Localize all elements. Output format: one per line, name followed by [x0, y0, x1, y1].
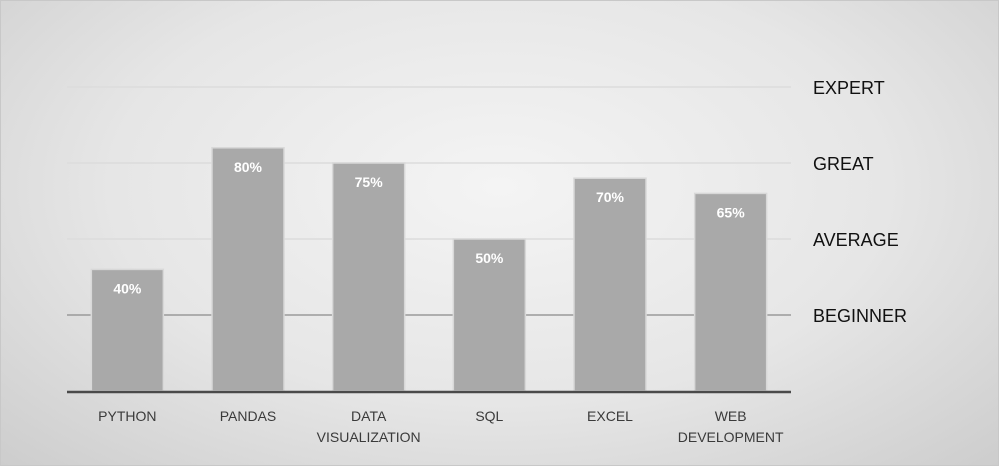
level-label-beginner: BEGINNER [813, 306, 907, 326]
gridlines [67, 86, 791, 316]
category-label-line: PYTHON [98, 408, 156, 424]
category-label-line: DEVELOPMENT [678, 429, 784, 445]
category-label-3: SQL [475, 408, 503, 424]
category-label-0: PYTHON [98, 408, 156, 424]
category-label-1: PANDAS [220, 408, 277, 424]
data-label-3: 50% [475, 250, 504, 266]
bar-5 [693, 192, 768, 392]
category-label-2: DATA VISUALIZATION [317, 408, 421, 445]
bars [90, 147, 768, 392]
category-label-line: EXCEL [587, 408, 633, 424]
category-label-line: PANDAS [220, 408, 277, 424]
data-label-5: 65% [717, 204, 746, 220]
bar-2 [331, 162, 406, 392]
bar-1 [211, 147, 285, 392]
data-label-0: 40% [113, 280, 142, 296]
category-label-4: EXCEL [587, 408, 633, 424]
level-label-great: GREAT [813, 154, 874, 174]
category-label-line: DATA [351, 408, 387, 424]
data-label-4: 70% [596, 189, 625, 205]
category-label-line: WEB [715, 408, 747, 424]
level-label-average: AVERAGE [813, 230, 899, 250]
level-label-expert: EXPERT [813, 78, 885, 98]
category-label-line: VISUALIZATION [317, 429, 421, 445]
data-labels: 40% 80% 75% 50% 70% 65% [113, 159, 745, 297]
category-labels: PYTHON PANDAS DATA VISUALIZATION SQL EXCEL WEB… [98, 408, 784, 445]
bar-4 [573, 177, 647, 392]
level-labels: BEGINNER AVERAGE GREAT EXPERT [813, 78, 907, 326]
category-label-5: WEB DEVELOPMENT [678, 408, 784, 445]
data-label-1: 80% [234, 159, 263, 175]
category-label-line: SQL [475, 408, 503, 424]
bar-0 [90, 268, 165, 392]
data-label-2: 75% [355, 174, 384, 190]
